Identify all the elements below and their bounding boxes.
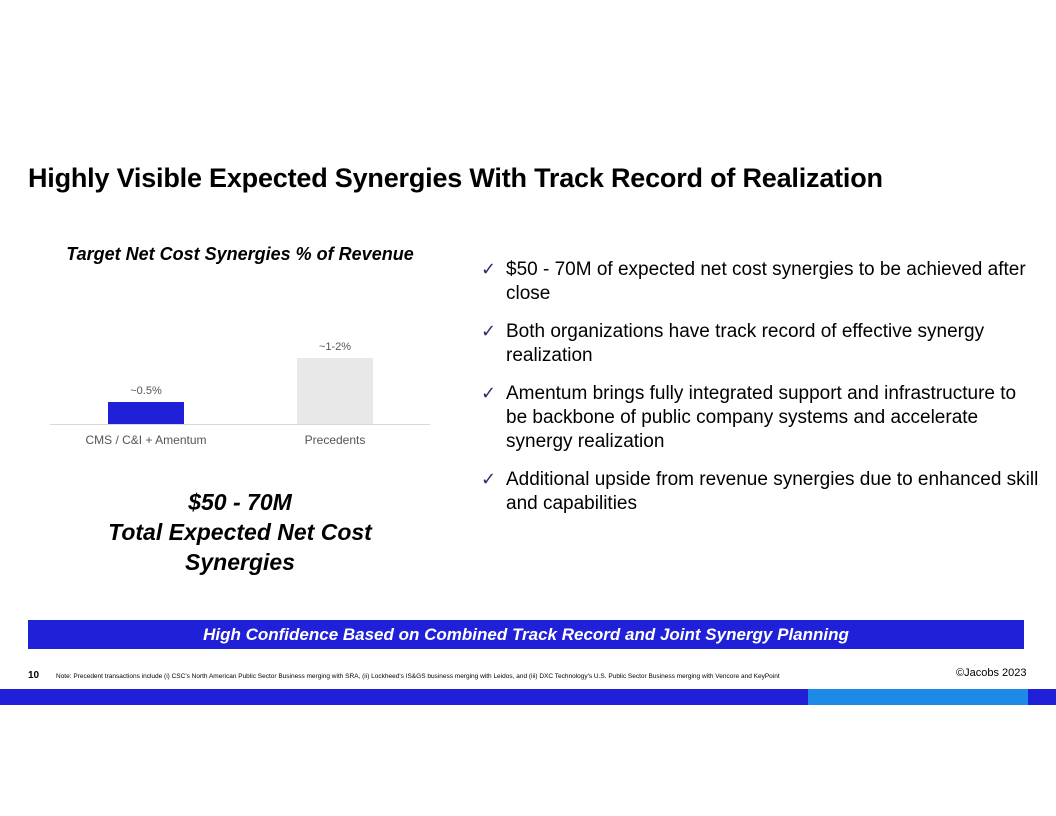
footer-bar-dark: [0, 689, 808, 705]
checkmark-icon: ✓: [481, 383, 497, 404]
total-label-line1: Total Expected Net Cost: [108, 519, 372, 545]
footnote: Note: Precedent transactions include (i)…: [56, 673, 780, 680]
bullet-item: ✓ Amentum brings fully integrated suppor…: [481, 382, 1041, 454]
total-label-line2: Synergies: [185, 549, 295, 575]
chart-title: Target Net Cost Synergies % of Revenue: [66, 244, 414, 264]
bar-cms-amentum: [108, 402, 184, 424]
bullet-item: ✓ $50 - 70M of expected net cost synergi…: [481, 258, 1041, 306]
category-label: Precedents: [305, 433, 366, 447]
bullet-text: Both organizations have track record of …: [506, 321, 985, 366]
checkmark-icon: ✓: [481, 469, 497, 490]
bar-precedents: [297, 358, 373, 424]
copyright: ©Jacobs 2023: [956, 667, 1027, 679]
bullet-item: ✓ Both organizations have track record o…: [481, 320, 1041, 368]
data-label: ~0.5%: [130, 385, 162, 397]
data-label: ~1-2%: [319, 341, 351, 353]
footer-bar-end: [1028, 689, 1056, 705]
confidence-banner: High Confidence Based on Combined Track …: [28, 620, 1024, 649]
total-synergies-callout: $50 - 70M Total Expected Net Cost Synerg…: [40, 487, 440, 577]
footer-bar-light: [808, 689, 1028, 705]
synergy-bar-chart: ~0.5% CMS / C&I + Amentum ~1-2% Precedents: [50, 341, 430, 447]
page-number: 10: [28, 670, 40, 681]
total-amount: $50 - 70M: [188, 489, 292, 515]
checkmark-icon: ✓: [481, 259, 497, 280]
checkmark-icon: ✓: [481, 321, 497, 342]
category-label: CMS / C&I + Amentum: [85, 433, 206, 447]
bullet-text: Additional upside from revenue synergies…: [506, 469, 1039, 514]
bullet-text: Amentum brings fully integrated support …: [506, 383, 1017, 452]
bullet-text: $50 - 70M of expected net cost synergies…: [506, 259, 1026, 304]
slide-title: Highly Visible Expected Synergies With T…: [28, 163, 883, 193]
bullet-item: ✓ Additional upside from revenue synergi…: [481, 468, 1041, 516]
synergy-bullet-list: ✓ $50 - 70M of expected net cost synergi…: [481, 258, 1041, 530]
